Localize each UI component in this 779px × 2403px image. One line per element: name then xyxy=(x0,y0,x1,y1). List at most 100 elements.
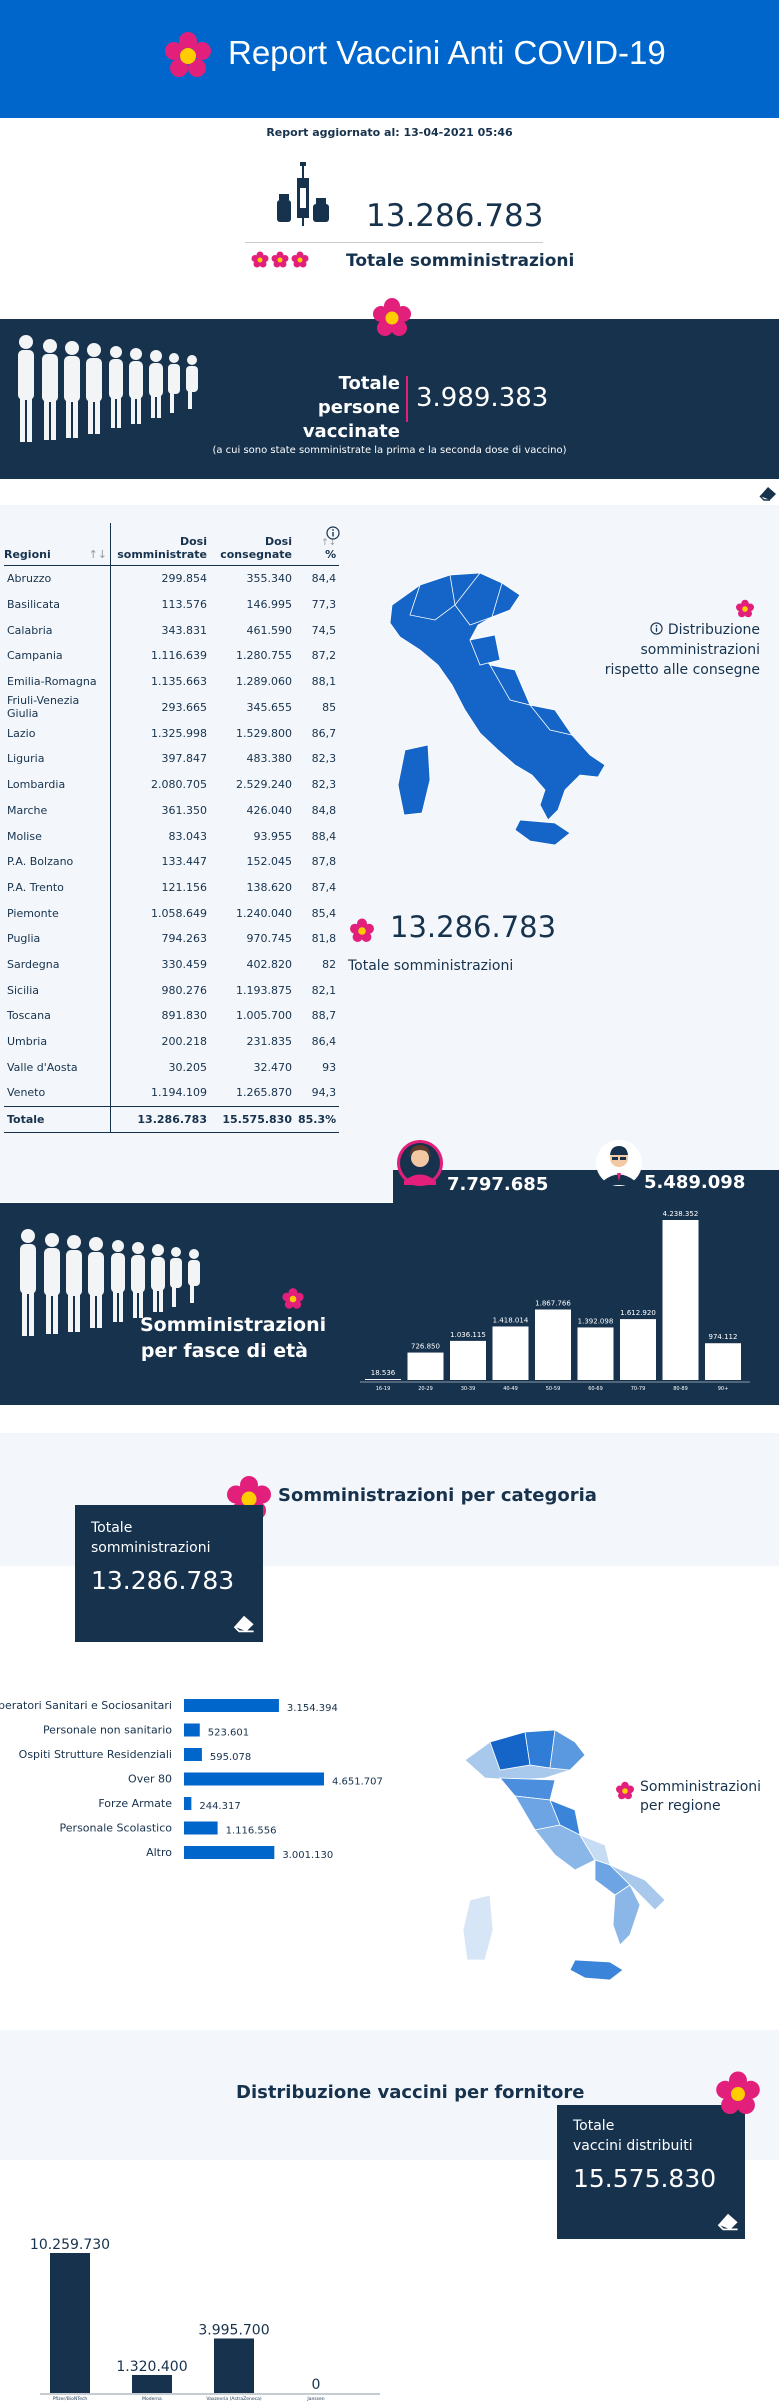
age-bar[interactable] xyxy=(492,1326,529,1380)
regions-table: Regioni ↑↓ Dosi somministrate Dosi conse… xyxy=(4,523,340,1134)
info-icon[interactable] xyxy=(650,622,664,635)
sort-icon[interactable]: ↑↓ xyxy=(321,538,337,548)
category-label: Over 80 xyxy=(128,1773,172,1786)
category-box-label: Totale somministrazioni xyxy=(91,1518,210,1558)
doses-cell: 83.043 xyxy=(168,829,208,843)
age-bar-value-label: 1.392.098 xyxy=(578,1317,614,1325)
pct-cell: 74,5 xyxy=(311,623,337,637)
table-row[interactable]: Valle d'Aosta 30.205 32.470 93 xyxy=(4,1054,339,1081)
table-row[interactable]: Abruzzo 299.854 355.340 84,4 xyxy=(4,565,339,592)
table-row[interactable]: Umbria 200.218 231.835 86,4 xyxy=(4,1028,339,1055)
table-row[interactable]: Basilicata 113.576 146.995 77,3 xyxy=(4,591,339,618)
region-cell: Friuli-Venezia Giulia xyxy=(4,694,111,721)
table-row[interactable]: Friuli-Venezia Giulia 293.665 345.655 85 xyxy=(4,694,339,721)
supplier-bar[interactable] xyxy=(50,2253,90,2393)
table-header-row: Regioni ↑↓ Dosi somministrate Dosi conse… xyxy=(4,523,340,566)
doses-cell: 980.276 xyxy=(161,983,208,997)
category-label: Altro xyxy=(146,1846,172,1859)
table-row[interactable]: Lombardia 2.080.705 2.529.240 82,3 xyxy=(4,771,339,798)
supplier-box-label: Totale vaccini distribuiti xyxy=(573,2116,693,2156)
italy-map-regions[interactable] xyxy=(445,1720,675,1982)
syringe-vials-icon xyxy=(277,162,329,226)
column-header-pct[interactable]: ↑↓ % xyxy=(295,523,340,566)
table-row[interactable]: Molise 83.043 93.955 88,4 xyxy=(4,823,339,849)
column-header-delivered[interactable]: Dosi consegnate xyxy=(210,523,295,566)
flower-icon xyxy=(716,2071,760,2114)
table-row[interactable]: Veneto 1.194.109 1.265.870 94,3 xyxy=(4,1080,339,1107)
italy-map-distribution[interactable] xyxy=(380,565,610,850)
region-cell: Campania xyxy=(4,643,111,669)
age-bar[interactable] xyxy=(407,1352,444,1380)
table-row[interactable]: Campania 1.116.639 1.280.755 87,2 xyxy=(4,643,339,669)
category-bar[interactable] xyxy=(184,1821,218,1835)
region-cell: Emilia-Romagna xyxy=(4,668,111,695)
vaccinated-band xyxy=(0,319,779,479)
table-row[interactable]: Marche 361.350 426.040 84,8 xyxy=(4,797,339,824)
age-bar[interactable] xyxy=(450,1340,486,1380)
supplier-total-box xyxy=(557,2105,745,2239)
age-bar-value-label: 974.112 xyxy=(709,1333,738,1341)
category-bar[interactable] xyxy=(184,1748,202,1761)
supplier-bar[interactable] xyxy=(132,2374,172,2393)
category-total-box xyxy=(75,1505,263,1642)
pct-cell: 93 xyxy=(322,1060,337,1074)
age-bar[interactable] xyxy=(577,1327,614,1380)
total-doses-cell: 13.286.783 xyxy=(110,1105,210,1134)
delivered-cell: 152.045 xyxy=(246,855,293,869)
column-header-doses[interactable]: Dosi somministrate xyxy=(110,523,210,566)
pct-cell: 94,3 xyxy=(311,1086,337,1100)
flower-logo-icon xyxy=(165,32,211,77)
category-bar[interactable] xyxy=(184,1797,192,1810)
eraser-icon[interactable] xyxy=(716,2210,740,2232)
sort-icon[interactable]: ↑↓ xyxy=(88,548,107,561)
column-header-label: Regioni xyxy=(4,548,51,561)
table-row[interactable]: Puglia 794.263 970.745 81,8 xyxy=(4,925,339,952)
age-bar[interactable] xyxy=(705,1343,741,1380)
table-row[interactable]: Emilia-Romagna 1.135.663 1.289.060 88,1 xyxy=(4,668,339,695)
supplier-box-label-line1: Totale xyxy=(573,2118,615,2134)
info-icon[interactable] xyxy=(326,526,340,540)
map-distribution-label-line1: Distribuzione somministrazioni xyxy=(530,620,760,660)
table-row[interactable]: Piemonte 1.058.649 1.240.040 85,4 xyxy=(4,900,339,926)
doses-cell: 30.205 xyxy=(168,1060,208,1074)
table-row[interactable]: Liguria 397.847 483.380 82,3 xyxy=(4,746,339,772)
supplier-bar[interactable] xyxy=(214,2338,254,2393)
category-value-label: 4.651.707 xyxy=(332,1777,383,1788)
category-bar[interactable] xyxy=(184,1723,200,1737)
table-row[interactable]: P.A. Bolzano 133.447 152.045 87,8 xyxy=(4,848,339,875)
total-administrations-label: Totale somministrazioni xyxy=(346,251,575,271)
region-cell: Veneto xyxy=(4,1080,111,1107)
table-row[interactable]: Sicilia 980.276 1.193.875 82,1 xyxy=(4,977,339,1003)
eraser-icon[interactable] xyxy=(232,1612,256,1634)
region-cell: Lazio xyxy=(4,720,111,747)
category-bar[interactable] xyxy=(184,1846,275,1859)
pct-cell: 88,1 xyxy=(311,675,337,689)
age-chart-title-line2: per fasce di età xyxy=(140,1340,308,1362)
region-cell: Marche xyxy=(4,797,111,824)
age-category-label: 90+ xyxy=(718,1386,729,1392)
delivered-cell: 32.470 xyxy=(253,1060,293,1074)
pct-cell: 88,7 xyxy=(311,1009,337,1023)
category-label: Operatori Sanitari e Sociosanitari xyxy=(0,1699,172,1712)
age-bar[interactable] xyxy=(365,1379,401,1380)
table-row[interactable]: Calabria 343.831 461.590 74,5 xyxy=(4,617,339,644)
category-bar[interactable] xyxy=(184,1772,324,1786)
table-row[interactable]: Lazio 1.325.998 1.529.800 86,7 xyxy=(4,720,339,747)
age-bar[interactable] xyxy=(535,1309,571,1380)
age-bar[interactable] xyxy=(662,1220,699,1380)
category-bar[interactable] xyxy=(184,1699,279,1712)
age-bar[interactable] xyxy=(620,1319,656,1380)
table-row[interactable]: Sardegna 330.459 402.820 82 xyxy=(4,951,339,978)
column-header-region[interactable]: Regioni ↑↓ xyxy=(4,523,111,566)
doses-cell: 1.194.109 xyxy=(151,1086,207,1100)
table-row[interactable]: P.A. Trento 121.156 138.620 87,4 xyxy=(4,874,339,901)
total-administrations-value-2: 13.286.783 xyxy=(390,910,557,944)
pct-cell: 85,4 xyxy=(311,906,337,920)
regions-section xyxy=(0,505,779,1202)
man-avatar-icon xyxy=(596,1140,642,1186)
region-cell: Sardegna xyxy=(4,951,111,978)
column-header-label: % xyxy=(325,548,337,561)
accent-bar xyxy=(406,376,408,422)
eraser-icon[interactable] xyxy=(758,484,778,502)
table-row[interactable]: Toscana 891.830 1.005.700 88,7 xyxy=(4,1003,339,1029)
